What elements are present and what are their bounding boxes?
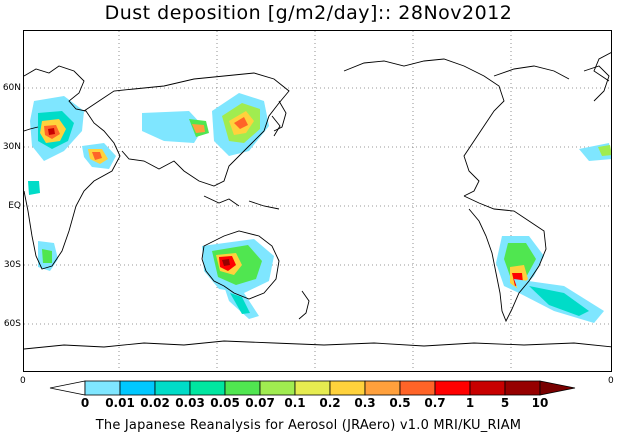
lat-label-eq: EQ bbox=[8, 201, 21, 211]
colorbar-tick-label: 0.5 bbox=[389, 396, 411, 410]
colorbar-swatch-13 bbox=[504, 380, 541, 396]
colorbar bbox=[49, 380, 576, 396]
dust-deposition-field bbox=[28, 93, 611, 323]
colorbar-swatch-10 bbox=[399, 380, 436, 396]
colorbar-swatch-0 bbox=[49, 380, 86, 396]
colorbar-tick-label: 0 bbox=[80, 396, 90, 410]
frame-corner-label-left: 0 bbox=[20, 376, 26, 386]
colorbar-swatch-4 bbox=[189, 380, 226, 396]
colorbar-tick-label: 10 bbox=[531, 396, 549, 410]
colorbar-tick-label: 0.3 bbox=[354, 396, 376, 410]
footer-credit: The Japanese Reanalysis for Aerosol (JRA… bbox=[95, 418, 522, 433]
colorbar-tick-label: 0.07 bbox=[245, 396, 275, 410]
colorbar-swatch-3 bbox=[154, 380, 191, 396]
colorbar-swatch-14 bbox=[539, 380, 576, 396]
map-title: Dust deposition [g/m2/day]:: 28Nov2012 bbox=[104, 2, 513, 24]
colorbar-swatch-12 bbox=[469, 380, 506, 396]
map-panel bbox=[23, 30, 612, 372]
colorbar-swatch-2 bbox=[119, 380, 156, 396]
lat-label-30s: 30S bbox=[3, 260, 21, 270]
colorbar-tick-label: 1 bbox=[465, 396, 475, 410]
graticule bbox=[24, 31, 611, 371]
colorbar-swatch-6 bbox=[259, 380, 296, 396]
lat-label-30n: 30N bbox=[2, 142, 21, 152]
colorbar-tick-label: 0.1 bbox=[284, 396, 306, 410]
colorbar-tick-label: 0.03 bbox=[175, 396, 205, 410]
colorbar-swatch-5 bbox=[224, 380, 261, 396]
colorbar-tick-label: 0.7 bbox=[424, 396, 446, 410]
colorbar-swatch-9 bbox=[364, 380, 401, 396]
coastlines bbox=[24, 52, 611, 350]
colorbar-swatch-1 bbox=[84, 380, 121, 396]
frame-corner-label-right: 0 bbox=[608, 376, 614, 386]
lat-label-60n: 60N bbox=[2, 83, 21, 93]
world-map bbox=[24, 31, 611, 371]
colorbar-tick-label: 0.05 bbox=[210, 396, 240, 410]
colorbar-tick-label: 0.02 bbox=[140, 396, 170, 410]
colorbar-swatch-8 bbox=[329, 380, 366, 396]
colorbar-swatch-7 bbox=[294, 380, 331, 396]
colorbar-tick-label: 0.01 bbox=[105, 396, 135, 410]
lat-label-60s: 60S bbox=[3, 319, 21, 329]
colorbar-tick-label: 0.2 bbox=[319, 396, 341, 410]
colorbar-swatch-11 bbox=[434, 380, 471, 396]
colorbar-tick-label: 5 bbox=[500, 396, 510, 410]
